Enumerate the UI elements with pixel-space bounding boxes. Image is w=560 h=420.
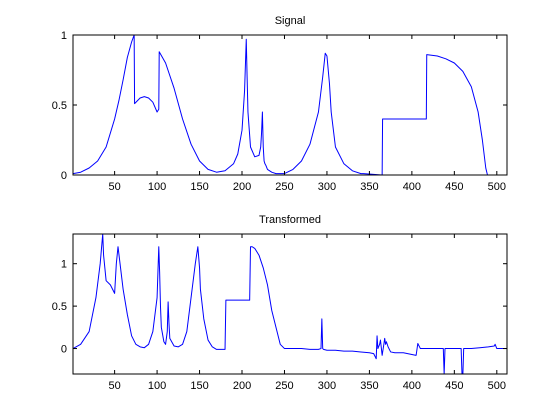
- series-line-0: [73, 234, 507, 374]
- x-tick-label: 350: [360, 380, 378, 392]
- transformed-axes: 50 100 150 200 250 300 350 400 450 500 0 0.5 1 Transf…: [52, 214, 508, 392]
- y-tick-label: 0.5: [52, 100, 67, 112]
- y-tick-label: 1: [61, 30, 67, 42]
- x-tick-label: 100: [148, 380, 166, 392]
- x-tick-label: 150: [190, 380, 208, 392]
- plot-area: [72, 233, 508, 375]
- x-tick-label: 200: [233, 380, 251, 392]
- chart-title: Transformed: [259, 214, 321, 226]
- y-tick-label: 0.5: [52, 301, 67, 313]
- x-tick-label: 350: [360, 181, 378, 193]
- x-tick-label: 250: [275, 380, 293, 392]
- x-tick-label: 500: [488, 380, 506, 392]
- axes-box: [72, 233, 508, 375]
- y-tick-label: 0: [61, 344, 67, 356]
- x-tick-label: 50: [108, 380, 120, 392]
- x-tick-label: 300: [318, 181, 336, 193]
- x-tick-label: 250: [275, 181, 293, 193]
- chart-title: Signal: [275, 15, 306, 27]
- x-tick-label: 150: [190, 181, 208, 193]
- x-tick-label: 500: [488, 181, 506, 193]
- x-tick-label: 200: [233, 181, 251, 193]
- x-tick-label: 400: [403, 380, 421, 392]
- series-line-0: [73, 35, 507, 175]
- x-tick-label: 450: [445, 380, 463, 392]
- x-tick-label: 100: [148, 181, 166, 193]
- y-tick-label: 0: [61, 170, 67, 182]
- x-tick-label: 50: [108, 181, 120, 193]
- x-tick-label: 400: [403, 181, 421, 193]
- signal-axes: 50 100 150 200 250 300 350 400 450 500 0 0.5 1 Signal: [52, 15, 508, 193]
- y-tick-label: 1: [61, 259, 67, 271]
- x-tick-label: 450: [445, 181, 463, 193]
- x-tick-label: 300: [318, 380, 336, 392]
- plot-area: [72, 34, 508, 176]
